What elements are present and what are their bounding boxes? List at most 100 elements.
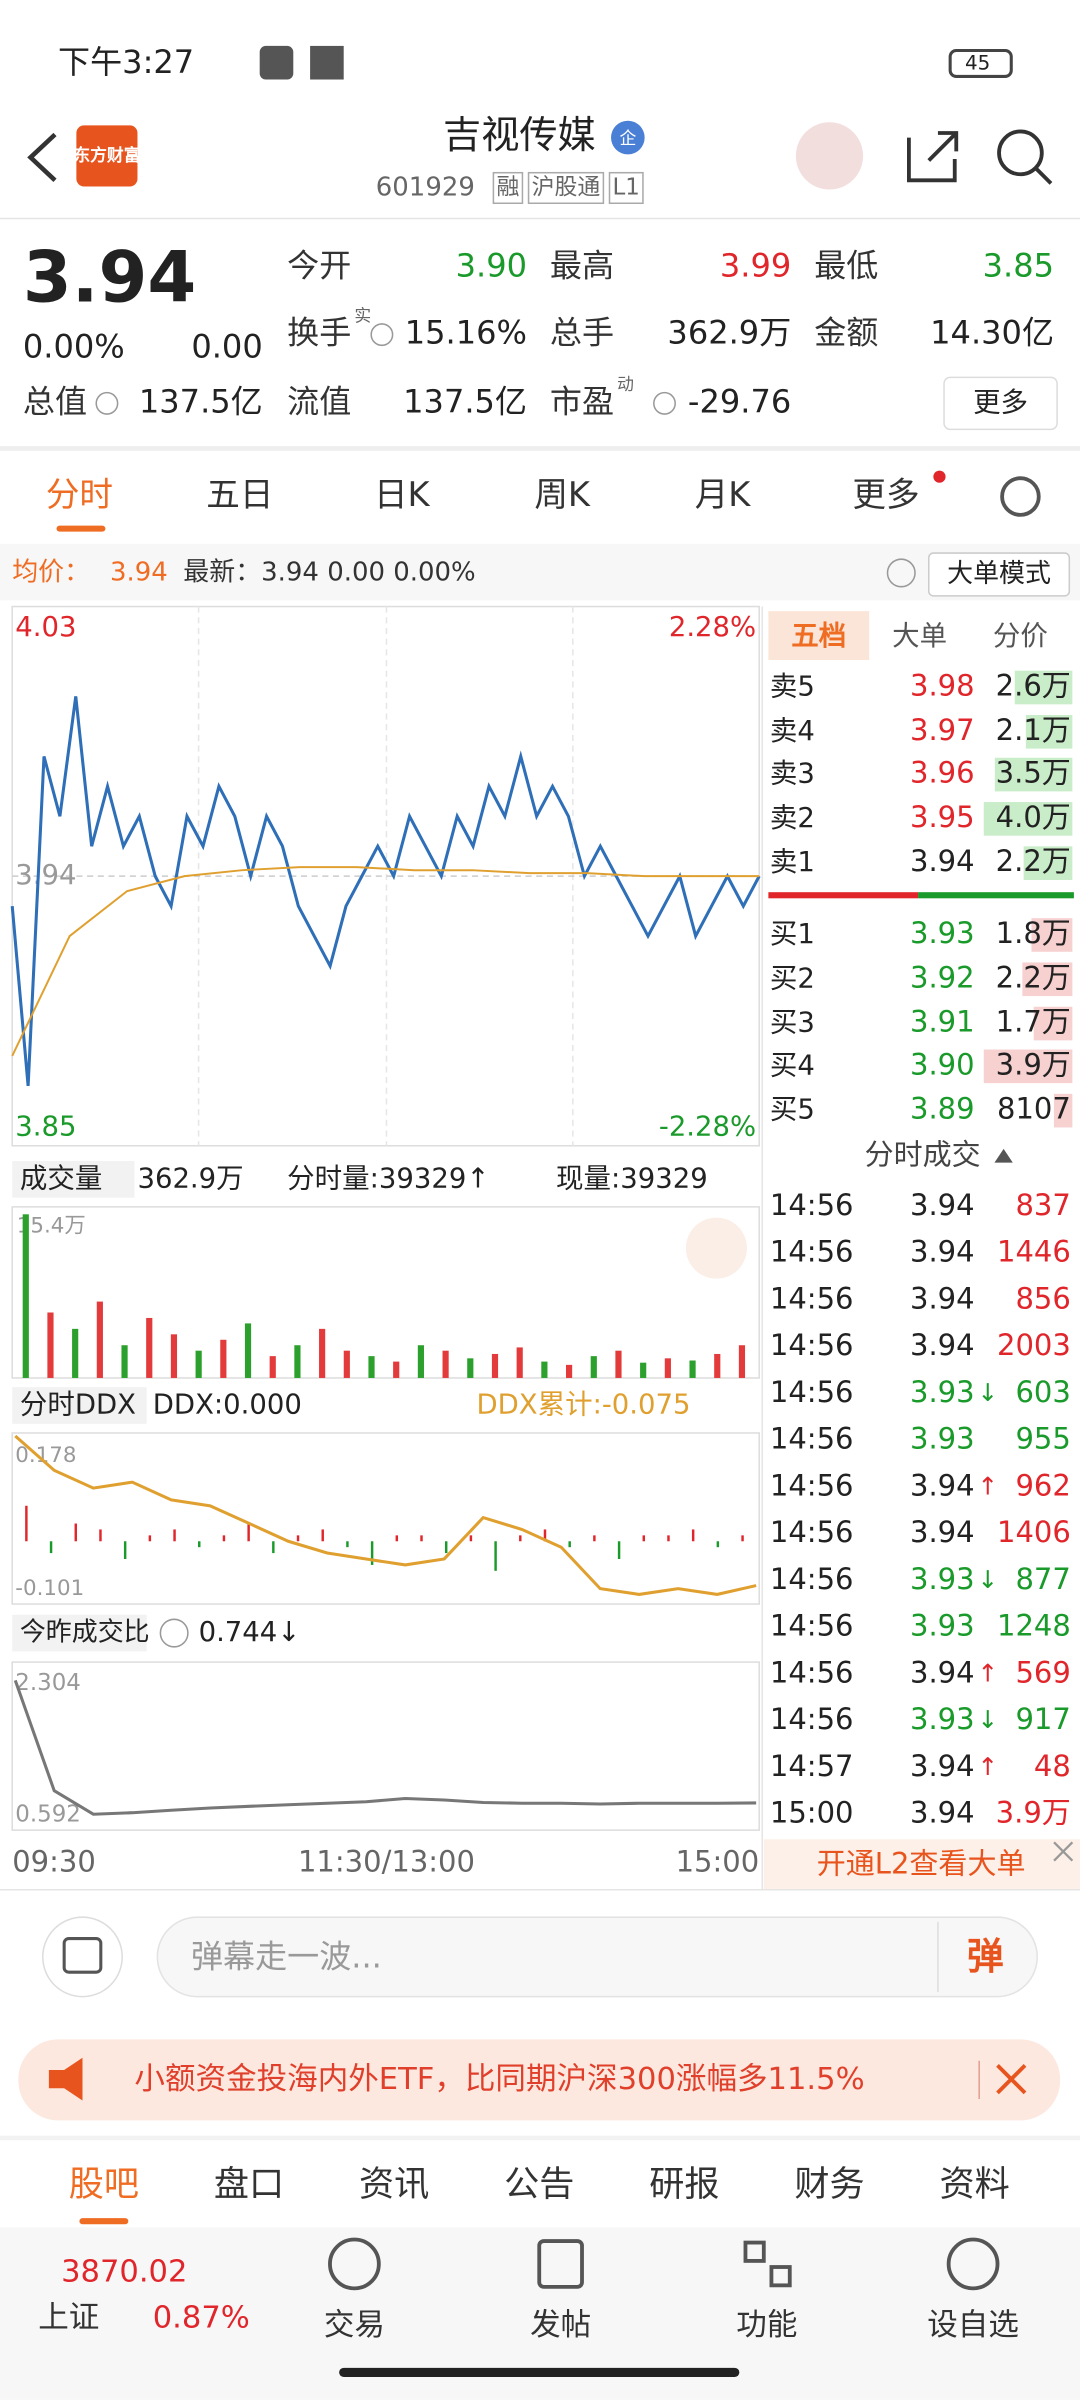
bottom-tab[interactable]: 公告 [504,2164,574,2205]
panel-label[interactable]: 今昨成交比 [20,1618,150,1648]
close-button[interactable] [996,2064,1027,2095]
comment-input[interactable] [156,1916,1038,1998]
field-label: 换手 [287,314,351,352]
volume-bar [994,757,1073,792]
settings-button[interactable] [1000,476,1041,517]
volume-bar [22,1214,29,1378]
selector[interactable] [12,1161,135,1198]
book-label: 买4 [770,1049,815,1081]
trade-volume: 917 [1015,1702,1070,1736]
trade-volume: 877 [1015,1562,1070,1596]
trade-price: 3.94 [910,1235,975,1269]
tab[interactable]: 日K [374,475,431,514]
bottom-tab[interactable]: 资料 [939,2164,1009,2205]
trade-time: 14:56 [770,1422,854,1456]
trade-time: 14:56 [770,1188,854,1222]
book-label: 买3 [770,1007,815,1039]
tab[interactable]: 月K [695,475,752,514]
tab[interactable]: 更多 [852,475,919,514]
avg-label: 均价： [12,557,90,587]
back-button[interactable] [27,132,57,183]
ddx-bar [568,1541,571,1548]
stock-code: 601929 [376,172,475,202]
field-value: 137.5亿 [403,382,527,420]
book-volume: 2.1万 [996,713,1071,747]
trade-price: 3.94 [910,1188,975,1222]
trade-volume: 955 [1015,1422,1070,1456]
trade-volume: 856 [1015,1281,1070,1315]
trade-time: 14:56 [770,1375,854,1409]
mode-button[interactable] [928,552,1071,597]
trade-volume: 569 [1015,1655,1070,1689]
tab[interactable]: 五日 [206,475,273,514]
volume-bar [714,1353,721,1378]
book-tab[interactable]: 大单 [892,620,947,652]
avatar[interactable] [795,122,864,190]
search-button[interactable] [997,129,1044,177]
footer-item[interactable]: 设自选 [927,2308,1019,2343]
bottom-tab[interactable]: 资讯 [359,2164,429,2205]
status-time: 下午3:27 [58,43,194,81]
l2-banner[interactable] [763,1839,1080,1890]
tab-indicator [79,2218,129,2225]
promo-banner[interactable] [18,2039,1061,2121]
footer-item[interactable]: 功能 [736,2308,797,2343]
panel-label[interactable]: 分时DDX [20,1388,136,1420]
trade-price: 3.93 [910,1609,975,1643]
share-button[interactable] [907,131,959,183]
trade-time: 15:00 [770,1796,854,1830]
sort-icon [994,1148,1013,1163]
field-label: 流值 [287,382,351,420]
volume-bar [1053,1093,1073,1128]
badge-text: 企 [619,128,636,148]
ddx-bar [123,1541,127,1560]
book-volume: 2.6万 [996,668,1071,702]
trade-arrow: ↓ [978,1565,998,1594]
tag-box [608,171,644,205]
book-tab[interactable]: 五档 [791,620,846,652]
ddx-bar [272,1541,275,1554]
bottom-tab[interactable]: 盘口 [214,2164,284,2205]
ddx-bar [444,1541,448,1554]
expand-button[interactable] [685,1217,747,1279]
close-button[interactable] [1053,1841,1074,1862]
tab[interactable]: 分时 [46,475,113,514]
ddx-bar [691,1529,695,1542]
volume-bar [1031,918,1073,952]
tab-active[interactable] [768,611,870,660]
comment-icon[interactable] [42,1916,123,1998]
series-line [11,866,760,1057]
book-tab[interactable]: 分价 [993,620,1048,652]
footer-icon [743,2240,766,2263]
l2-text[interactable]: 开通L2查看大单 [817,1846,1026,1880]
trade-price: 3.94 [910,1468,975,1502]
volume-bar [689,1360,696,1378]
selector[interactable] [12,1614,147,1652]
book-label: 买1 [770,918,815,950]
trade-price: 3.94 [910,1281,975,1315]
index-name: 上证 [38,2300,99,2335]
pct-label: 2.28% [669,611,756,643]
danmu-button[interactable]: 弹 [967,1935,1004,1978]
bottom-tab[interactable]: 股吧 [69,2164,139,2205]
volume-bar [1014,670,1073,705]
more-label[interactable]: 更多 [973,386,1028,418]
trade-price: 3.94 [910,1328,975,1362]
mode-label[interactable]: 大单模式 [947,559,1051,589]
panel-label[interactable]: 成交量 [20,1162,102,1194]
bottom-tab[interactable]: 财务 [794,2164,864,2205]
bottom-tab[interactable]: 研报 [649,2164,719,2205]
footer-item[interactable]: 交易 [324,2308,385,2343]
speaker-icon [48,2057,83,2101]
price: 3.94 [23,237,196,319]
volume-bar [491,1353,499,1378]
tab[interactable]: 周K [534,475,591,514]
footer-item[interactable]: 发帖 [530,2308,591,2343]
volume-bar [983,1049,1073,1084]
trade-volume: 2003 [997,1328,1071,1362]
more-button[interactable] [943,376,1058,431]
selector[interactable] [12,1387,147,1424]
